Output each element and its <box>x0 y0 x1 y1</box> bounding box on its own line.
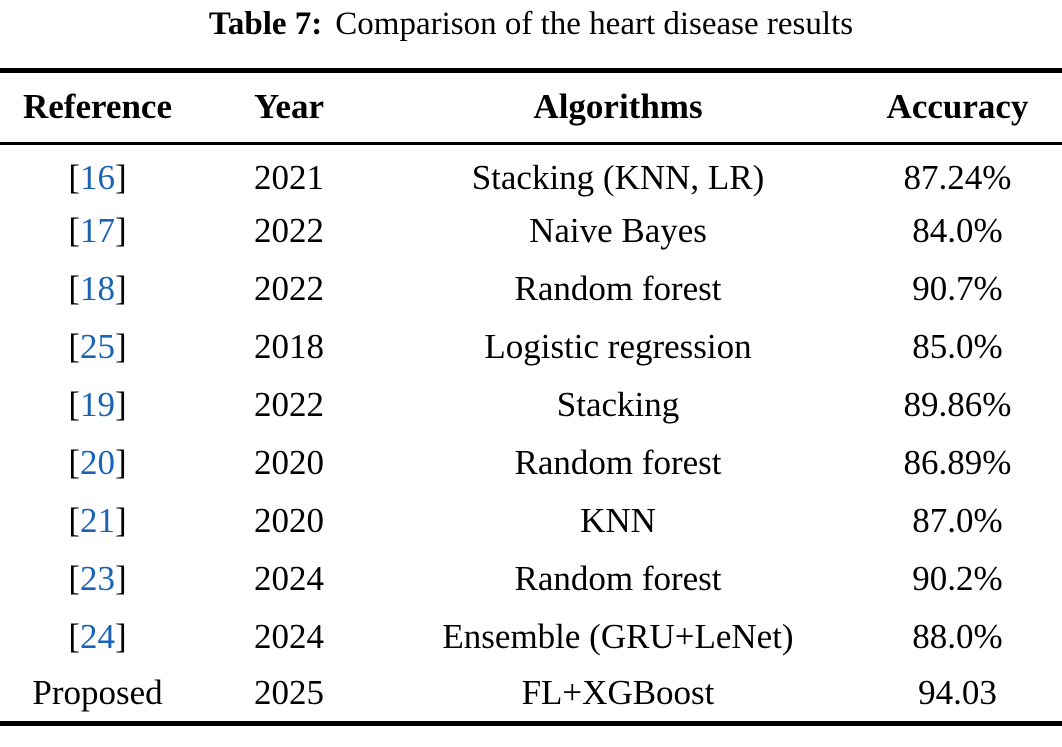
citation-link[interactable]: 24 <box>80 616 115 656</box>
year-cell: 2018 <box>254 326 324 366</box>
column-header-reference: Reference <box>0 70 195 145</box>
table-caption: Table 7: Comparison of the heart disease … <box>0 0 1062 45</box>
reference-cell: [24] <box>0 608 195 666</box>
algorithm-cell: Random forest <box>514 268 722 308</box>
table-caption-label: Table 7: <box>208 6 323 42</box>
citation-link[interactable]: 21 <box>80 500 115 540</box>
table-caption-text: Comparison of the heart disease results <box>335 6 854 42</box>
accuracy-cell: 85.0% <box>912 326 1003 366</box>
citation-open-bracket: [ <box>68 500 80 540</box>
table-header: Reference Year Algorithms Accuracy <box>0 70 1062 145</box>
column-header-algorithms: Algorithms <box>383 70 853 145</box>
year-cell: 2020 <box>254 442 324 482</box>
algorithm-cell: Random forest <box>514 558 722 598</box>
reference-cell: [21] <box>0 492 195 550</box>
citation-link[interactable]: 23 <box>80 558 115 598</box>
reference-cell: [18] <box>0 260 195 318</box>
year-cell: 2022 <box>254 210 324 250</box>
accuracy-cell: 90.2% <box>912 558 1003 598</box>
accuracy-cell: 90.7% <box>912 268 1003 308</box>
citation-link[interactable]: 25 <box>80 326 115 366</box>
citation-open-bracket: [ <box>68 326 80 366</box>
accuracy-cell: 88.0% <box>912 616 1003 656</box>
citation-close-bracket: ] <box>115 616 127 656</box>
citation-close-bracket: ] <box>115 268 127 308</box>
citation-close-bracket: ] <box>115 326 127 366</box>
algorithm-cell: Ensemble (GRU+LeNet) <box>442 616 794 656</box>
citation-close-bracket: ] <box>115 500 127 540</box>
year-cell: 2024 <box>254 558 324 598</box>
reference-cell: [19] <box>0 376 195 434</box>
year-cell: 2022 <box>254 384 324 424</box>
accuracy-cell: 87.0% <box>912 500 1003 540</box>
year-cell: 2024 <box>254 616 324 656</box>
year-cell: 2020 <box>254 500 324 540</box>
accuracy-cell: 89.86% <box>903 384 1012 424</box>
table-row: Proposed 2025 FL+XGBoost 94.03 <box>0 666 1062 724</box>
citation-open-bracket: [ <box>68 442 80 482</box>
comparison-table: Reference Year Algorithms Accuracy [16] … <box>0 68 1062 726</box>
citation-open-bracket: [ <box>68 210 80 250</box>
citation-close-bracket: ] <box>115 158 127 198</box>
table-row: [25] 2018 Logistic regression 85.0% <box>0 318 1062 376</box>
citation-link[interactable]: 17 <box>80 210 115 250</box>
algorithm-cell: Random forest <box>514 442 722 482</box>
algorithm-cell: Logistic regression <box>484 326 752 366</box>
year-cell: 2025 <box>254 673 324 713</box>
table-row: [24] 2024 Ensemble (GRU+LeNet) 88.0% <box>0 608 1062 666</box>
algorithm-cell: Stacking <box>556 384 680 424</box>
year-cell: 2021 <box>254 158 324 198</box>
citation-link[interactable]: 16 <box>80 158 115 198</box>
table-row: [18] 2022 Random forest 90.7% <box>0 260 1062 318</box>
table-row: [21] 2020 KNN 87.0% <box>0 492 1062 550</box>
reference-cell: [17] <box>0 202 195 260</box>
algorithm-cell: Stacking (KNN, LR) <box>471 158 765 198</box>
reference-cell: [20] <box>0 434 195 492</box>
reference-cell: [23] <box>0 550 195 608</box>
citation-close-bracket: ] <box>115 210 127 250</box>
table-body: [16] 2021 Stacking (KNN, LR) 87.24% [17]… <box>0 144 1062 724</box>
accuracy-cell: 84.0% <box>912 210 1003 250</box>
table-row: [23] 2024 Random forest 90.2% <box>0 550 1062 608</box>
algorithm-cell: KNN <box>580 500 656 540</box>
algorithm-cell: Naive Bayes <box>529 210 707 250</box>
table-row: [16] 2021 Stacking (KNN, LR) 87.24% <box>0 144 1062 202</box>
year-cell: 2022 <box>254 268 324 308</box>
accuracy-cell: 87.24% <box>903 158 1012 198</box>
table-row: [19] 2022 Stacking 89.86% <box>0 376 1062 434</box>
citation-open-bracket: [ <box>68 268 80 308</box>
table-row: [17] 2022 Naive Bayes 84.0% <box>0 202 1062 260</box>
citation-open-bracket: [ <box>68 158 80 198</box>
citation-open-bracket: [ <box>68 558 80 598</box>
accuracy-cell: 86.89% <box>903 442 1012 482</box>
citation-close-bracket: ] <box>115 558 127 598</box>
reference-cell: [25] <box>0 318 195 376</box>
reference-cell: [16] <box>0 144 195 202</box>
citation-link[interactable]: 20 <box>80 442 115 482</box>
column-header-year: Year <box>195 70 383 145</box>
citation-close-bracket: ] <box>115 442 127 482</box>
reference-cell: Proposed <box>32 673 163 713</box>
citation-close-bracket: ] <box>115 384 127 424</box>
column-header-accuracy: Accuracy <box>853 70 1062 145</box>
citation-link[interactable]: 18 <box>80 268 115 308</box>
citation-open-bracket: [ <box>68 616 80 656</box>
citation-open-bracket: [ <box>68 384 80 424</box>
citation-link[interactable]: 19 <box>80 384 115 424</box>
header-row: Reference Year Algorithms Accuracy <box>0 70 1062 145</box>
algorithm-cell: FL+XGBoost <box>521 673 715 713</box>
table-row: [20] 2020 Random forest 86.89% <box>0 434 1062 492</box>
accuracy-cell: 94.03 <box>918 673 997 713</box>
